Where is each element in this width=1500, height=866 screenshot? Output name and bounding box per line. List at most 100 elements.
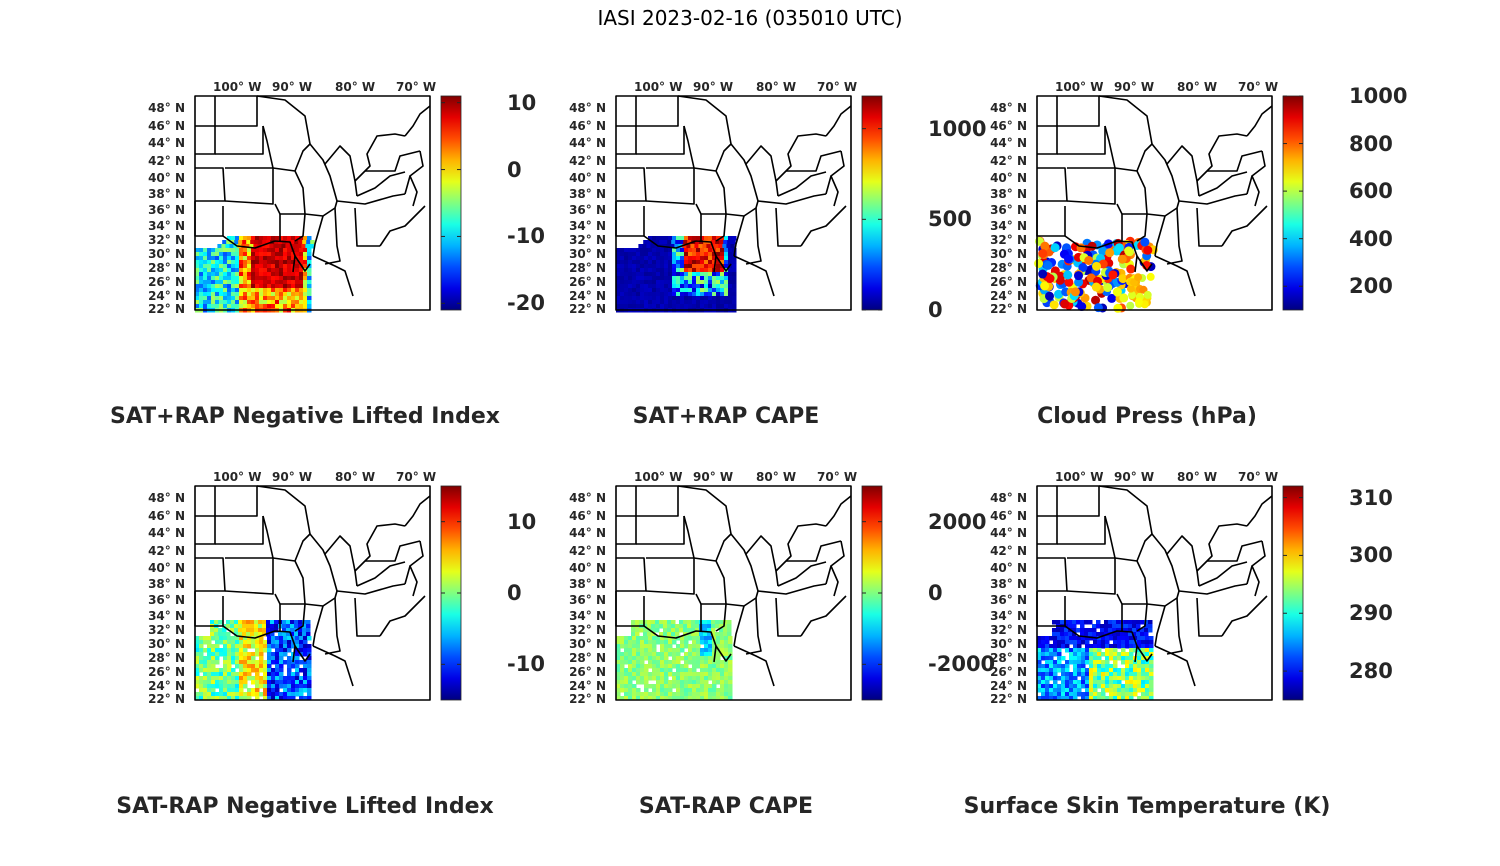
data-cell [724, 284, 729, 289]
data-cell [628, 276, 633, 281]
data-cell [243, 684, 248, 689]
data-cell [636, 652, 641, 657]
data-cell [1125, 692, 1130, 697]
data-cell [700, 256, 705, 261]
data-cell [616, 656, 621, 661]
data-cell [1097, 636, 1102, 641]
data-cell [688, 696, 693, 701]
data-cell [1128, 624, 1133, 629]
data-cell [1053, 676, 1058, 681]
data-cell [652, 280, 657, 285]
data-cell [672, 304, 677, 309]
data-cell [287, 304, 292, 309]
data-cell [255, 252, 260, 257]
data-cell [303, 248, 308, 253]
data-cell [267, 692, 272, 697]
data-cell [215, 656, 220, 661]
state-border-line [775, 133, 827, 182]
longitude-label: 70° W [817, 470, 858, 484]
data-cell [299, 296, 304, 301]
data-cell [624, 656, 629, 661]
data-cell [1109, 664, 1114, 669]
data-cell [628, 292, 633, 297]
data-cell [688, 264, 693, 269]
data-cell [728, 236, 733, 241]
data-cell [668, 648, 673, 653]
data-cell [199, 664, 204, 669]
data-point [1124, 246, 1134, 256]
data-cell [648, 252, 653, 257]
data-cell [291, 676, 296, 681]
data-cell [1109, 636, 1114, 641]
data-cell [632, 252, 637, 257]
data-cell [218, 628, 223, 633]
data-cell [1053, 692, 1058, 697]
data-cell [1053, 640, 1058, 645]
data-cell [680, 692, 685, 697]
data-cell [299, 676, 304, 681]
data-cell [680, 260, 685, 265]
state-border-line [1154, 255, 1196, 297]
data-cell [223, 640, 228, 645]
data-cell [279, 288, 284, 293]
data-cell [664, 260, 669, 265]
data-cell [679, 620, 684, 625]
data-cell [199, 680, 204, 685]
data-cell [672, 296, 677, 301]
data-cell [227, 640, 232, 645]
state-border-line [1114, 167, 1148, 215]
data-cell [660, 280, 665, 285]
data-cell [688, 284, 693, 289]
state-border-line [1114, 557, 1148, 605]
data-cell [291, 636, 296, 641]
data-cell [644, 672, 649, 677]
data-cell [616, 648, 621, 653]
latitude-label: 44° N [569, 526, 606, 540]
data-cell [1133, 672, 1138, 677]
data-cell [684, 248, 689, 253]
state-border-line [645, 167, 695, 205]
data-point [1064, 277, 1074, 287]
data-cell [688, 636, 693, 641]
data-cell [1105, 656, 1110, 661]
data-cell [708, 672, 713, 677]
data-cell [251, 260, 256, 265]
data-cell [675, 628, 680, 633]
data-cell [251, 248, 256, 253]
data-cell [287, 664, 292, 669]
data-cell [1045, 696, 1050, 701]
data-cell [708, 648, 713, 653]
data-cell [1089, 676, 1094, 681]
data-cell [207, 692, 212, 697]
data-cell [728, 644, 733, 649]
data-cell [723, 628, 728, 633]
data-cell [647, 632, 652, 637]
state-border-line [224, 167, 274, 205]
data-cell [1105, 688, 1110, 693]
data-cell [1045, 684, 1050, 689]
data-cell [307, 696, 312, 701]
data-cell [628, 252, 633, 257]
data-cell [203, 636, 208, 641]
data-cell [636, 292, 641, 297]
data-cell [1101, 692, 1106, 697]
data-point [1038, 248, 1048, 258]
latitude-label: 44° N [990, 136, 1027, 150]
data-cell [732, 272, 737, 277]
data-cell [732, 288, 737, 293]
data-cell [218, 632, 223, 637]
data-cell [712, 688, 717, 693]
data-cell [1121, 656, 1126, 661]
data-cell [688, 256, 693, 261]
data-cell [219, 680, 224, 685]
data-cell [295, 268, 300, 273]
data-cell [692, 688, 697, 693]
data-cell [307, 680, 312, 685]
data-cell [680, 648, 685, 653]
data-cell [1041, 688, 1046, 693]
data-cell [660, 696, 665, 701]
data-cell [652, 236, 657, 241]
data-cell [215, 252, 220, 257]
data-cell [712, 252, 717, 257]
data-cell [1108, 624, 1113, 629]
